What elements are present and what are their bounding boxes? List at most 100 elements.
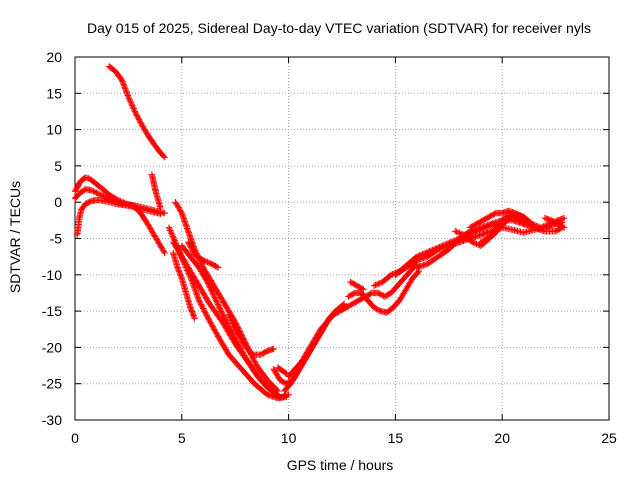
data-point-marker <box>145 222 152 229</box>
x-tick-label: 5 <box>178 430 186 446</box>
data-point-marker <box>180 258 187 265</box>
series-track-17 <box>343 260 420 311</box>
data-point-marker <box>299 355 307 363</box>
data-point-marker <box>306 345 313 352</box>
data-point-marker <box>231 324 238 331</box>
data-point-marker <box>214 301 222 308</box>
data-point-marker <box>315 328 323 336</box>
data-point-marker <box>311 335 319 342</box>
data-point-marker <box>234 339 241 347</box>
data-point-marker <box>129 103 137 111</box>
data-point-marker <box>399 291 407 298</box>
data-point-marker <box>204 258 211 266</box>
data-point-marker <box>91 188 99 196</box>
data-point-marker <box>132 109 139 117</box>
data-point-marker <box>157 204 164 212</box>
y-tick-label: -15 <box>42 303 62 319</box>
data-point-marker <box>175 268 183 275</box>
data-point-marker <box>211 326 218 333</box>
data-point-marker <box>220 313 228 321</box>
data-point-marker <box>171 241 179 249</box>
data-point-marker <box>560 214 568 222</box>
y-tick-label: -20 <box>42 339 62 355</box>
data-point-marker <box>403 284 411 292</box>
data-point-marker <box>307 343 314 351</box>
data-point-marker <box>178 273 185 281</box>
data-point-marker <box>155 240 163 247</box>
data-point-marker <box>127 98 134 105</box>
y-tick-label: 0 <box>54 194 62 210</box>
x-axis-label: GPS time / hours <box>287 457 394 473</box>
data-point-marker <box>304 347 312 355</box>
y-tick-labels: 20 15 10 5 0 -5 -10 -15 -20 -25 -30 <box>42 49 62 428</box>
data-point-marker <box>310 338 317 345</box>
data-point-marker <box>372 281 379 289</box>
data-point-marker <box>315 330 322 337</box>
x-tick-label: 25 <box>601 430 617 446</box>
data-point-marker <box>210 292 218 300</box>
data-point-marker <box>397 295 404 303</box>
data-point-marker <box>274 372 281 380</box>
data-point-marker <box>126 96 133 104</box>
series-track-3 <box>73 196 168 257</box>
data-point-marker <box>161 153 168 161</box>
data-point-marker <box>191 315 198 322</box>
data-point-marker <box>147 226 155 234</box>
data-point-marker <box>521 220 528 227</box>
data-point-marker <box>210 324 217 332</box>
data-point-marker <box>158 244 165 251</box>
data-point-marker <box>174 264 181 271</box>
series-track-19 <box>347 278 367 293</box>
data-point-marker <box>177 251 184 258</box>
data-point-marker <box>202 276 210 283</box>
data-point-marker <box>131 108 139 115</box>
data-point-marker <box>401 288 408 296</box>
y-tick-label: 10 <box>46 122 62 138</box>
data-point-marker <box>204 278 211 286</box>
data-point-marker <box>202 258 210 265</box>
data-point-marker <box>222 316 229 323</box>
data-point-marker <box>133 110 140 118</box>
data-point-marker <box>273 371 281 378</box>
data-point-marker <box>200 272 207 279</box>
data-point-marker <box>187 305 195 313</box>
data-point-marker <box>138 120 145 127</box>
data-point-marker <box>139 123 147 130</box>
data-point-marker <box>149 229 156 236</box>
data-point-marker <box>142 217 149 224</box>
data-point-marker <box>470 239 477 246</box>
data-point-marker <box>155 238 162 246</box>
data-point-marker <box>241 353 249 361</box>
data-point-marker <box>229 320 236 327</box>
data-point-marker <box>293 370 300 378</box>
data-point-marker <box>176 205 183 213</box>
data-point-marker <box>137 119 144 126</box>
data-point-marker <box>283 370 290 377</box>
data-point-marker <box>523 216 530 223</box>
data-point-marker <box>187 275 195 283</box>
data-point-marker <box>360 286 367 293</box>
data-point-marker <box>201 273 208 280</box>
chart-title: Day 015 of 2025, Sidereal Day-to-day VTE… <box>87 20 591 36</box>
data-point-marker <box>187 274 194 281</box>
data-point-marker <box>314 331 321 338</box>
data-point-marker <box>228 317 235 324</box>
data-point-marker <box>176 271 184 278</box>
data-point-marker <box>216 305 224 312</box>
data-point-marker <box>199 270 206 278</box>
data-point-marker <box>198 256 206 263</box>
data-point-marker <box>142 127 149 134</box>
data-point-marker <box>303 350 310 357</box>
data-point-marker <box>188 308 196 315</box>
data-point-marker <box>182 262 189 270</box>
data-point-marker <box>209 323 216 330</box>
data-point-marker <box>396 297 403 304</box>
data-point-marker <box>214 331 221 339</box>
data-point-marker <box>123 89 130 96</box>
data-point-marker <box>203 277 210 284</box>
data-point-marker <box>202 309 209 316</box>
data-point-marker <box>221 315 228 322</box>
data-point-marker <box>127 99 135 106</box>
data-point-marker <box>187 243 194 250</box>
data-point-marker <box>471 240 479 247</box>
